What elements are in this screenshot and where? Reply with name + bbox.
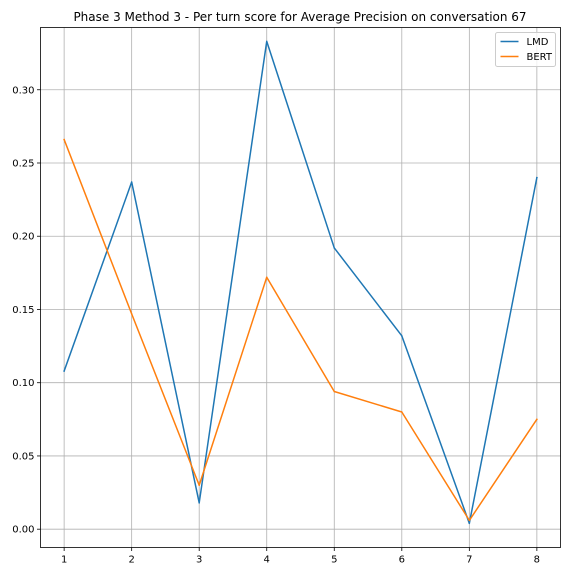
legend: LMD BERT <box>495 32 556 67</box>
x-tick-label: 1 <box>61 555 67 566</box>
grid <box>40 27 561 548</box>
x-tick-label: 8 <box>534 555 540 566</box>
x-tick-label: 6 <box>399 555 405 566</box>
data-point-bert <box>63 138 65 141</box>
data-point-lmd <box>63 370 65 372</box>
x-axis: 1 2 3 4 5 6 7 8 <box>61 547 540 566</box>
data-point-bert <box>468 519 471 522</box>
y-tick-label: 0.25 <box>12 158 34 169</box>
data-point-lmd <box>401 335 403 337</box>
data-point-bert <box>130 313 133 315</box>
chart-title: Phase 3 Method 3 - Per turn score for Av… <box>73 10 526 24</box>
data-point-bert <box>333 390 336 393</box>
legend-label: LMD <box>527 37 549 48</box>
x-tick-label: 5 <box>331 555 337 566</box>
legend-label: BERT <box>527 52 553 63</box>
series-line-lmd <box>63 40 538 525</box>
y-tick-label: 0.10 <box>12 378 34 389</box>
series-line-bert <box>63 138 538 522</box>
data-point-bert <box>401 411 403 413</box>
x-tick-label: 4 <box>264 555 270 566</box>
data-point-lmd <box>130 181 133 183</box>
data-point-lmd <box>265 40 268 43</box>
x-tick-label: 3 <box>196 555 202 566</box>
data-point-lmd <box>333 247 336 249</box>
y-tick-label: 0.15 <box>12 305 34 316</box>
y-tick-label: 0.30 <box>12 85 34 96</box>
x-tick-label: 7 <box>466 555 472 566</box>
data-point-bert <box>536 418 538 421</box>
plot-frame <box>40 27 561 548</box>
x-tick-label: 2 <box>128 555 134 566</box>
data-point-lmd <box>468 522 471 525</box>
data-point-bert <box>265 276 268 278</box>
y-axis: 0.00 0.05 0.10 0.15 0.20 0.25 0.30 <box>12 85 41 536</box>
y-tick-label: 0.00 <box>12 525 34 536</box>
data-point-lmd <box>536 176 538 179</box>
y-tick-label: 0.20 <box>12 232 34 243</box>
data-point-lmd <box>198 502 200 504</box>
data-point-bert <box>198 484 200 486</box>
series-lines <box>63 40 538 525</box>
y-tick-label: 0.05 <box>12 451 34 462</box>
